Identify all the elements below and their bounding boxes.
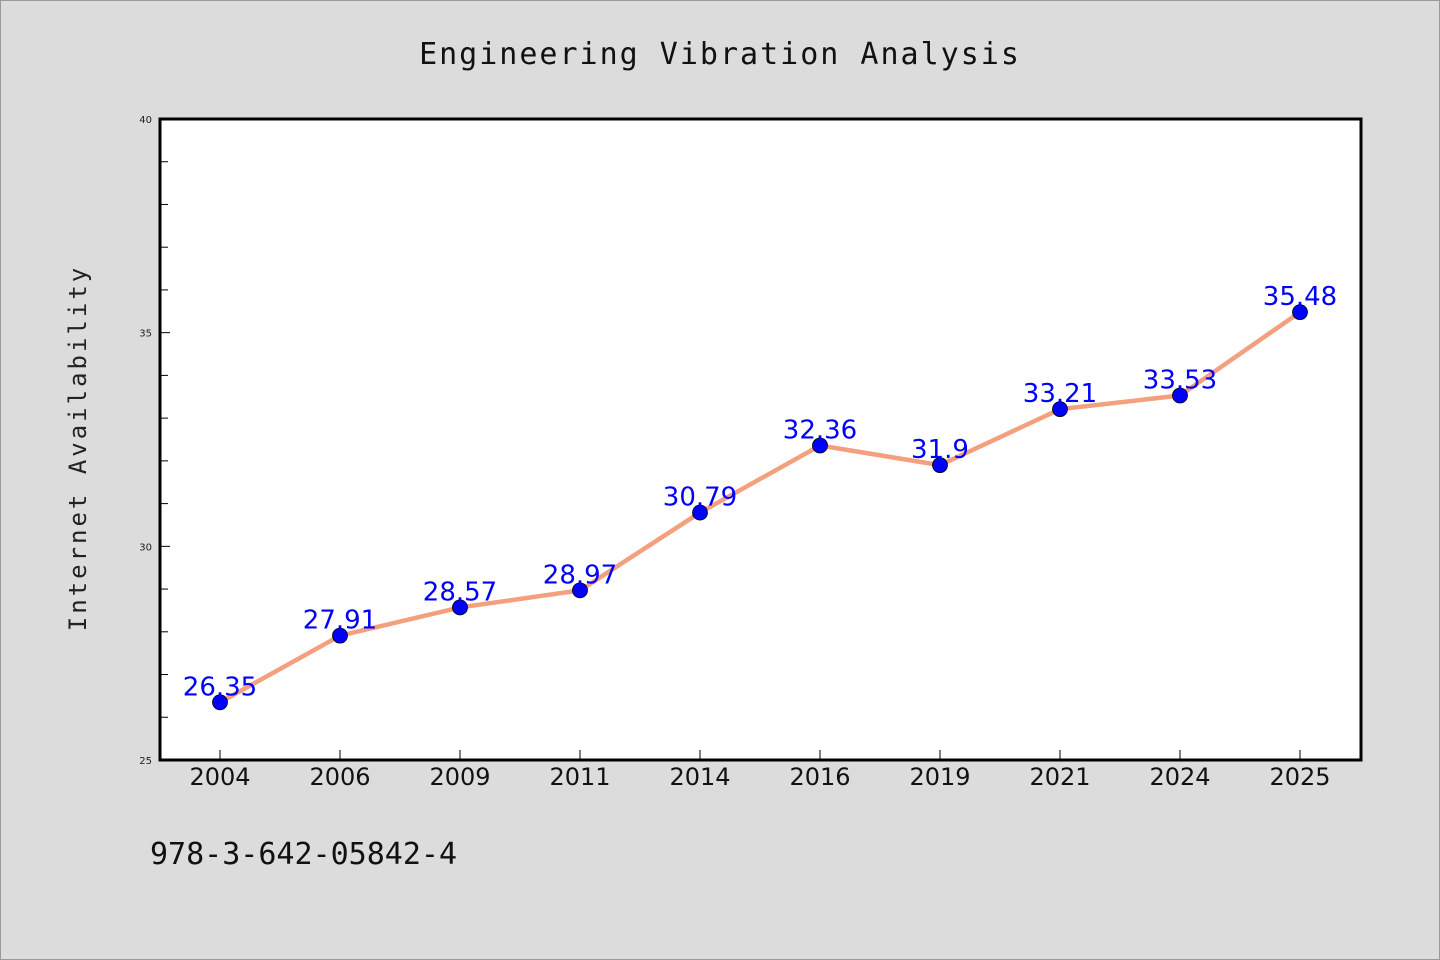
y-tick-label: 40 bbox=[139, 115, 152, 126]
data-label: 32.36 bbox=[783, 415, 857, 445]
series-line bbox=[217, 309, 1303, 705]
chart-title: Engineering Vibration Analysis bbox=[419, 37, 1021, 72]
y-tick-label: 35 bbox=[139, 329, 152, 340]
data-point bbox=[452, 599, 468, 616]
x-tick-label: 2011 bbox=[549, 763, 610, 791]
x-tick-label: 2009 bbox=[429, 763, 490, 791]
data-label: 28.57 bbox=[423, 577, 497, 607]
data-point bbox=[1172, 387, 1188, 404]
data-point bbox=[572, 582, 588, 599]
data-point bbox=[1052, 401, 1068, 418]
data-point bbox=[932, 457, 948, 474]
y-tick-label: 25 bbox=[139, 756, 152, 767]
data-point bbox=[812, 437, 828, 454]
x-tick-label: 2021 bbox=[1029, 763, 1090, 791]
x-tick-label: 2025 bbox=[1269, 763, 1330, 791]
y-tick-label: 30 bbox=[139, 542, 152, 553]
plot-area bbox=[158, 117, 1363, 762]
x-tick-label: 2006 bbox=[309, 763, 370, 791]
y-axis-label: Internet Availability bbox=[64, 265, 92, 631]
series-line bbox=[217, 309, 1303, 705]
data-labels: 26.35 27.91 28.57 28.97 30.79 32.36 31.9 33.21 3… bbox=[183, 282, 1337, 702]
x-tick-label: 2014 bbox=[669, 763, 730, 791]
x-tick-label: 2016 bbox=[789, 763, 850, 791]
data-label: 27.91 bbox=[303, 606, 377, 636]
data-point bbox=[332, 627, 348, 644]
x-tick-label: 2004 bbox=[189, 763, 250, 791]
data-label: 35.48 bbox=[1263, 282, 1337, 312]
x-tick-label: 2019 bbox=[909, 763, 970, 791]
data-label: 30.79 bbox=[663, 483, 737, 513]
data-label: 31.9 bbox=[911, 435, 969, 465]
data-label: 33.21 bbox=[1023, 379, 1097, 409]
series-markers bbox=[212, 304, 1308, 711]
isbn-text: 978-3-642-05842-4 bbox=[150, 837, 457, 872]
data-label: 28.97 bbox=[543, 560, 617, 590]
x-tick-label: 2024 bbox=[1149, 763, 1210, 791]
data-point bbox=[212, 694, 228, 711]
x-axis-ticks: 2004 2006 2009 2011 2014 2016 2019 2021 2024 2025 bbox=[189, 750, 1331, 791]
data-label: 26.35 bbox=[183, 672, 257, 702]
y-axis-ticks: 25 30 35 40 bbox=[139, 115, 170, 767]
data-point bbox=[692, 504, 708, 521]
data-point bbox=[1292, 304, 1308, 321]
data-label: 33.53 bbox=[1143, 365, 1217, 395]
